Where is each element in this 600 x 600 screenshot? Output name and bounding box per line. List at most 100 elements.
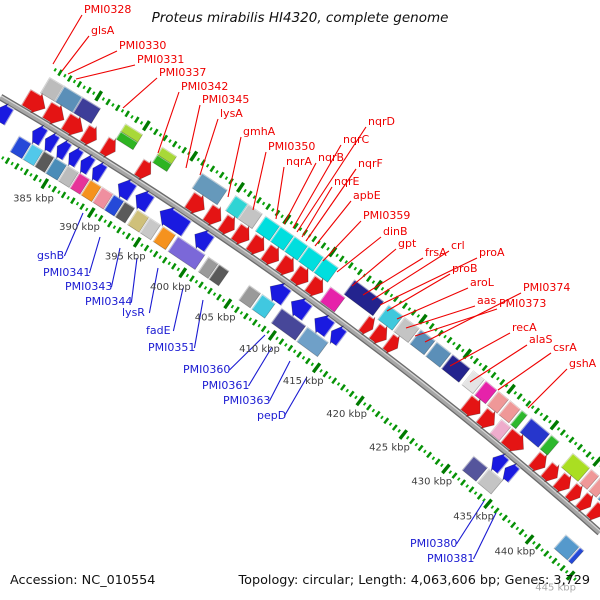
tick-mark-inner <box>278 338 285 345</box>
tick-mark-outer <box>236 181 245 193</box>
tick-mark-inner <box>203 286 208 290</box>
feature-bevel <box>270 243 278 250</box>
tick-mark-outer <box>111 103 115 107</box>
feature-bevel <box>50 136 62 154</box>
tick-mark-outer <box>582 448 586 453</box>
tick-mark-inner <box>275 336 279 341</box>
feature-bevel <box>82 96 102 109</box>
tick-mark-inner <box>328 375 332 380</box>
tick-mark-inner <box>322 370 329 378</box>
feature-bevel <box>497 390 510 401</box>
feature-bevel <box>476 468 490 484</box>
tick-mark-inner <box>32 174 39 182</box>
tick-mark-inner <box>23 168 29 176</box>
tick-mark-inner <box>374 410 381 418</box>
feature-bevel <box>151 154 159 163</box>
tick-mark-inner <box>10 161 14 166</box>
gene-label-forward: recA <box>512 321 537 334</box>
tick-mark-outer <box>215 170 219 174</box>
feature-bevel <box>553 534 567 549</box>
feature-bevel <box>38 129 50 147</box>
leader-line-forward <box>497 352 552 391</box>
leader-line-reverse <box>88 236 101 274</box>
tick-mark-inner <box>518 528 525 536</box>
tick-mark-outer <box>344 260 348 264</box>
tick-mark-inner <box>457 477 461 481</box>
feature-bevel <box>126 185 139 202</box>
feature-bevel <box>550 434 560 443</box>
leader-line-forward <box>52 14 83 65</box>
leader-line-reverse <box>229 334 266 371</box>
gene-label-forward: PMI0342 <box>181 80 228 93</box>
tick-mark-outer <box>380 286 385 291</box>
feature-bevel <box>66 140 73 146</box>
tick-mark-inner <box>448 470 453 474</box>
gene-label-forward: PMI0359 <box>363 209 410 222</box>
feature-bevel <box>327 316 336 324</box>
feature-bevel <box>144 196 156 213</box>
feature-bevel <box>280 225 295 237</box>
tick-mark-outer <box>347 262 354 269</box>
gene-label-forward: PMI0350 <box>268 140 315 153</box>
tick-mark-outer <box>311 235 318 243</box>
feature-bevel <box>88 123 96 130</box>
feature-bevel <box>323 322 337 338</box>
feature-bevel <box>67 164 80 173</box>
feature-bevel <box>50 100 61 108</box>
feature-bevel <box>20 88 32 106</box>
tick-mark-inner <box>336 382 341 386</box>
tick-mark-outer <box>513 391 518 395</box>
tick-mark-outer <box>389 293 394 298</box>
tick-mark-inner <box>38 178 42 183</box>
feature-bevel <box>43 150 55 158</box>
tick-mark-outer <box>506 383 516 395</box>
feature-bevel <box>167 235 179 252</box>
tick-mark-inner <box>440 463 444 468</box>
tick-mark-outer <box>548 419 552 424</box>
tick-mark-inner <box>564 569 569 574</box>
tick-mark-inner <box>409 437 415 445</box>
feature-bevel <box>335 330 349 347</box>
tick-mark-inner <box>426 451 433 459</box>
gene-label-forward: gpt <box>398 237 417 250</box>
leader-line-forward <box>283 162 317 225</box>
feature-bevel <box>459 394 473 410</box>
feature-bevel <box>259 243 272 260</box>
feature-bevel <box>265 215 281 227</box>
tick-mark-outer <box>559 429 566 436</box>
gene-label-forward: apbE <box>353 189 381 202</box>
tick-mark-inner <box>565 570 576 581</box>
tick-mark-outer <box>539 412 544 417</box>
tick-mark-inner <box>524 534 535 545</box>
feature-bevel <box>113 193 125 202</box>
feature-bevel <box>237 203 249 220</box>
gene-label-reverse: gshB <box>37 249 64 262</box>
tick-mark-inner <box>515 526 520 531</box>
leader-line-forward <box>379 257 478 306</box>
feature-bevel <box>49 76 65 87</box>
tick-mark-inner <box>476 493 483 500</box>
gene-label-forward: alaS <box>529 333 553 346</box>
tick-mark-inner <box>284 343 288 347</box>
gene-label-forward: frsA <box>425 246 447 259</box>
tick-mark-outer <box>86 86 92 94</box>
leader-line-forward <box>414 308 498 337</box>
ruler-label: 390 kbp <box>59 222 100 233</box>
gene-label-forward: gmhA <box>243 125 276 138</box>
tick-mark-outer <box>335 253 339 258</box>
tick-mark-outer <box>289 220 294 225</box>
tick-mark-outer <box>407 307 412 311</box>
gene-label-reverse: PMI0363 <box>223 394 270 407</box>
feature-bevel <box>136 208 150 218</box>
tick-mark-outer <box>218 171 225 179</box>
tick-mark-inner <box>140 243 144 247</box>
tick-mark-inner <box>198 281 204 289</box>
feature-bevel <box>139 217 151 234</box>
ruler-label: 385 kbp <box>13 193 54 204</box>
gene-label-forward: PMI0337 <box>159 66 206 79</box>
feature-bevel <box>585 500 599 516</box>
tick-mark-inner <box>551 557 558 565</box>
tick-mark-inner <box>14 163 20 170</box>
feature-bevel <box>296 326 309 342</box>
tick-mark-outer <box>568 436 575 444</box>
